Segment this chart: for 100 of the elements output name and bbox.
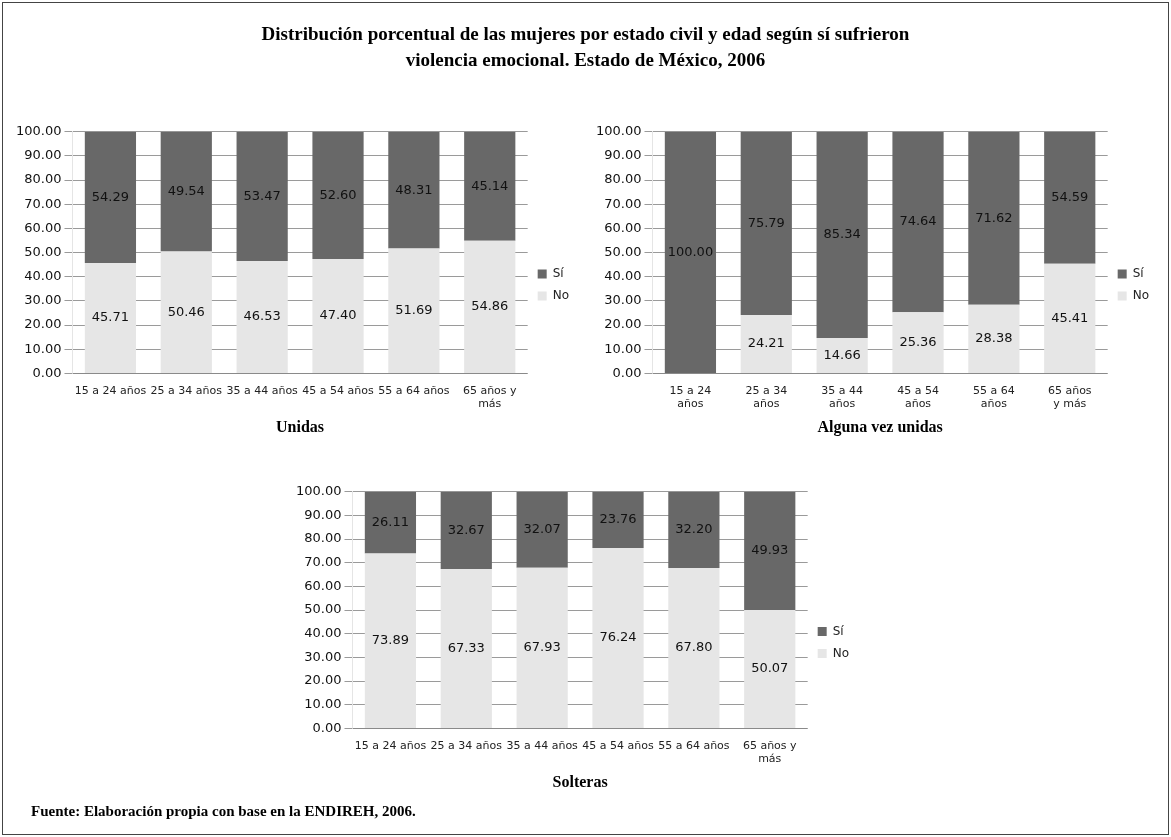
source-note: Fuente: Elaboración propia con base en la ENDIREH, 2006. xyxy=(31,803,416,820)
y-tick-label: 100.00 xyxy=(295,483,342,499)
data-label: 24.21 xyxy=(747,335,785,351)
y-tick-label: 40.00 xyxy=(604,268,642,284)
bar xyxy=(388,248,440,373)
bar xyxy=(740,314,792,373)
y-tick-label: 30.00 xyxy=(24,292,62,308)
y-tick-label: 60.00 xyxy=(304,577,342,593)
bar xyxy=(1044,131,1096,264)
data-label: 50.46 xyxy=(167,303,205,319)
x-tick-label: 15 a 24 años xyxy=(669,383,712,411)
y-tick-label: 10.00 xyxy=(604,340,642,356)
x-tick-label: 65 años y más xyxy=(462,383,518,411)
y-tick-label: 60.00 xyxy=(604,219,642,235)
bar xyxy=(592,548,644,728)
data-label: 25.36 xyxy=(899,333,937,349)
y-tick-label: 80.00 xyxy=(304,530,342,546)
data-label: 51.69 xyxy=(395,302,433,318)
data-label: 67.93 xyxy=(523,639,561,655)
bar xyxy=(312,258,364,373)
data-label: 49.93 xyxy=(751,542,789,558)
data-label: 75.79 xyxy=(747,214,785,230)
bar xyxy=(664,131,717,373)
data-label: 32.20 xyxy=(675,521,713,537)
bar xyxy=(516,567,568,728)
data-label: 85.34 xyxy=(823,226,861,242)
bar xyxy=(312,131,364,259)
bar xyxy=(84,131,137,263)
bar xyxy=(968,131,1020,305)
data-label: 46.53 xyxy=(243,308,281,324)
bar xyxy=(892,131,944,313)
x-tick-label: 65 años y más xyxy=(742,738,798,766)
data-label: 67.80 xyxy=(675,639,713,655)
y-tick-label: 100.00 xyxy=(15,123,62,139)
y-tick-label: 0.00 xyxy=(312,719,342,735)
y-tick-label: 20.00 xyxy=(604,316,642,332)
y-tick-label: 20.00 xyxy=(304,672,342,688)
x-axis-title: Unidas xyxy=(276,417,325,435)
bar xyxy=(388,131,440,249)
bar xyxy=(364,491,417,554)
y-tick-label: 70.00 xyxy=(24,195,62,211)
data-label: 52.60 xyxy=(319,186,357,202)
y-tick-label: 40.00 xyxy=(304,625,342,641)
x-tick-label: 15 a 24 años xyxy=(74,383,147,397)
legend-label: No xyxy=(832,645,850,660)
bar xyxy=(744,609,796,728)
data-label: 14.66 xyxy=(823,346,861,362)
y-tick-label: 10.00 xyxy=(304,696,342,712)
legend-label: Sí xyxy=(552,266,565,281)
data-label: 28.38 xyxy=(975,330,1013,346)
y-tick-label: 0.00 xyxy=(32,364,62,380)
bar xyxy=(236,131,288,261)
y-tick-label: 70.00 xyxy=(304,554,342,570)
y-tick-label: 60.00 xyxy=(24,219,62,235)
bar xyxy=(84,262,137,373)
data-label: 45.41 xyxy=(1051,309,1089,325)
y-tick-label: 40.00 xyxy=(24,268,62,284)
y-tick-label: 50.00 xyxy=(304,601,342,617)
data-label: 74.64 xyxy=(899,213,937,229)
y-tick-label: 50.00 xyxy=(24,243,62,259)
x-tick-label: 45 a 54 años xyxy=(897,383,939,411)
data-label: 49.54 xyxy=(167,183,205,199)
bar xyxy=(744,491,796,610)
data-label: 50.07 xyxy=(751,660,789,676)
bar xyxy=(968,304,1020,373)
y-tick-label: 90.00 xyxy=(604,147,642,163)
data-label: 71.62 xyxy=(975,209,1013,225)
bar xyxy=(816,337,868,373)
data-label: 100.00 xyxy=(667,243,714,259)
x-tick-label: 55 a 64 años xyxy=(658,738,730,752)
legend-label: Sí xyxy=(832,623,845,638)
x-tick-label: 45 a 54 años xyxy=(302,383,374,397)
x-tick-label: 55 a 64 años xyxy=(378,383,450,397)
data-label: 54.29 xyxy=(91,188,130,204)
legend-label: Sí xyxy=(1132,266,1145,281)
data-label: 26.11 xyxy=(371,514,410,530)
y-tick-label: 10.00 xyxy=(24,340,62,356)
y-tick-label: 70.00 xyxy=(604,195,642,211)
x-tick-label: 35 a 44 años xyxy=(226,383,299,397)
y-tick-label: 90.00 xyxy=(24,147,62,163)
bar xyxy=(464,131,516,241)
bar xyxy=(160,131,212,252)
data-label: 47.40 xyxy=(319,307,357,323)
data-label: 54.59 xyxy=(1051,189,1089,205)
x-tick-label: 35 a 44 años xyxy=(821,383,864,411)
bar xyxy=(464,240,516,373)
y-tick-label: 80.00 xyxy=(604,171,642,187)
x-axis-title: Alguna vez unidas xyxy=(817,417,943,436)
y-tick-label: 0.00 xyxy=(612,364,642,380)
bar xyxy=(892,312,944,373)
x-tick-label: 25 a 34 años xyxy=(745,383,788,411)
bar xyxy=(160,251,212,373)
data-label: 45.71 xyxy=(91,309,130,325)
bar xyxy=(364,553,417,728)
data-label: 23.76 xyxy=(599,511,637,527)
data-label: 45.14 xyxy=(471,177,509,193)
bar xyxy=(740,131,792,315)
bar xyxy=(516,491,568,568)
bar xyxy=(1044,263,1096,373)
bar xyxy=(668,567,720,728)
